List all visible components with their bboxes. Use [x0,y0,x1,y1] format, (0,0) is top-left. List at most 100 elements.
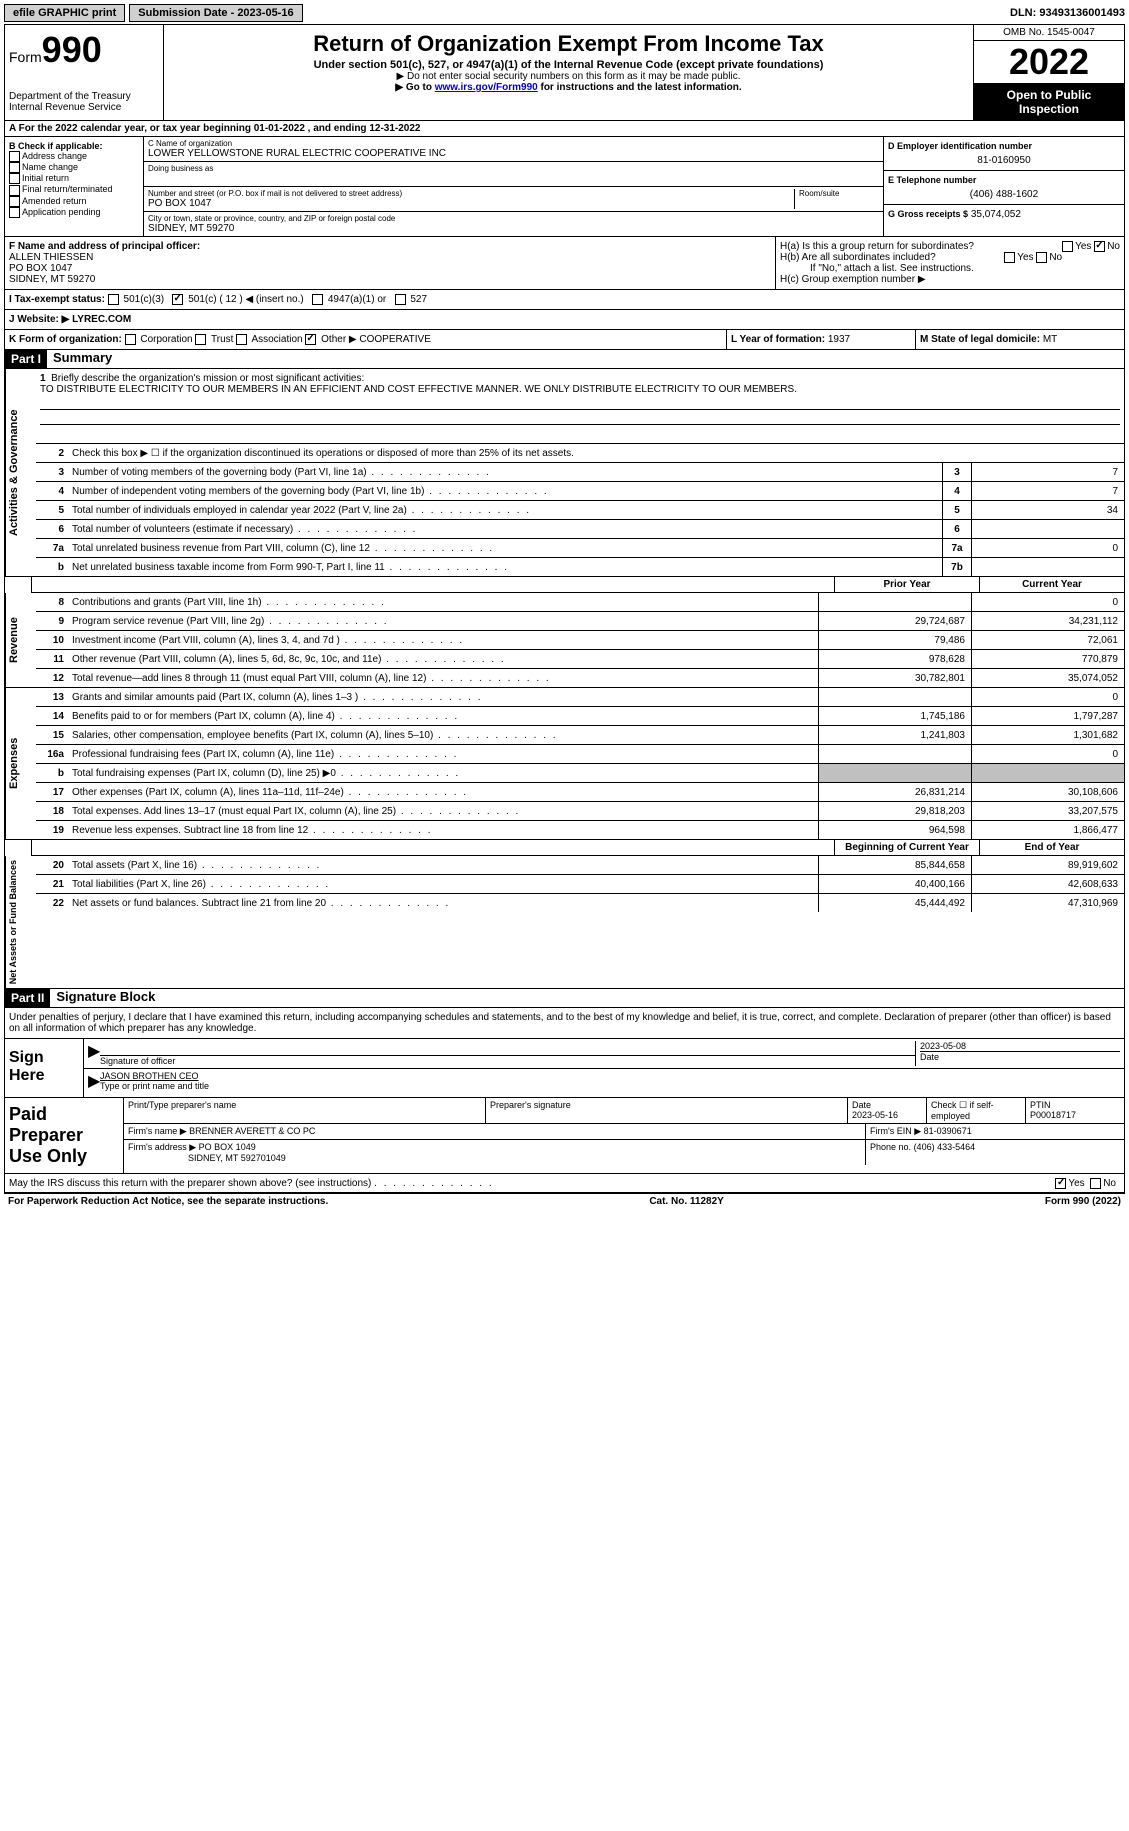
summary-line: 22Net assets or fund balances. Subtract … [36,894,1124,912]
city-label: City or town, state or province, country… [148,214,879,223]
website-value: LYREC.COM [72,314,131,325]
activities-side-label: Activities & Governance [5,369,36,576]
signer-name: JASON BROTHEN CEO [100,1071,1120,1081]
summary-line: 15Salaries, other compensation, employee… [36,726,1124,745]
ein-value: 81-0160950 [888,151,1120,166]
paid-preparer-label: Paid Preparer Use Only [5,1098,124,1173]
row-k-l-m: K Form of organization: Corporation Trus… [5,330,1124,350]
netassets-side-label: Net Assets or Fund Balances [5,856,36,988]
hc-label: H(c) Group exemption number ▶ [780,274,1120,285]
hb-yes[interactable] [1004,252,1015,263]
page-footer: For Paperwork Reduction Act Notice, see … [4,1194,1125,1209]
mission-block: 1 Briefly describe the organization's mi… [36,369,1124,444]
ptin-value: P00018717 [1030,1110,1076,1120]
summary-line: 11Other revenue (Part VIII, column (A), … [36,650,1124,669]
gross-label: G Gross receipts $ [888,209,968,219]
dba-label: Doing business as [148,164,879,173]
check-amended[interactable] [9,196,20,207]
begin-year-header: Beginning of Current Year [834,840,979,855]
summary-line: 19Revenue less expenses. Subtract line 1… [36,821,1124,839]
year-formation: 1937 [828,334,850,345]
col-c-org-info: C Name of organization LOWER YELLOWSTONE… [144,137,883,236]
col-f-officer: F Name and address of principal officer:… [5,237,775,289]
sig-officer-label: Signature of officer [100,1056,175,1066]
header-right: OMB No. 1545-0047 2022 Open to Public In… [973,25,1124,120]
check-app-pending[interactable] [9,207,20,218]
firm-ein: 81-0390671 [924,1126,972,1136]
officer-name: ALLEN THIESSEN [9,252,771,263]
discuss-text: May the IRS discuss this return with the… [5,1176,976,1191]
form-title: Return of Organization Exempt From Incom… [168,31,969,57]
ha-no[interactable] [1094,241,1105,252]
row-a-tax-year: A For the 2022 calendar year, or tax yea… [5,121,1124,137]
part1-header-row: Part I Summary [5,350,1124,369]
discuss-no[interactable] [1090,1178,1101,1189]
summary-line: 7aTotal unrelated business revenue from … [36,539,1124,558]
summary-line: 21Total liabilities (Part X, line 26)40,… [36,875,1124,894]
col-h-group: H(a) Is this a group return for subordin… [775,237,1124,289]
row-i-tax-status: I Tax-exempt status: 501(c)(3) 501(c) ( … [5,290,1124,310]
perjury-text: Under penalties of perjury, I declare th… [5,1008,1124,1039]
summary-line: 18Total expenses. Add lines 13–17 (must … [36,802,1124,821]
current-year-header: Current Year [979,577,1124,592]
firm-addr2: SIDNEY, MT 592701049 [188,1153,286,1163]
line2-desc: Check this box ▶ ☐ if the organization d… [68,446,1124,461]
header-middle: Return of Organization Exempt From Incom… [164,25,973,120]
check-address-change[interactable] [9,151,20,162]
omb-number: OMB No. 1545-0047 [974,25,1124,41]
room-label: Room/suite [799,189,879,198]
ein-label: D Employer identification number [888,141,1120,151]
part1-badge: Part I [5,350,47,368]
check-501c[interactable] [172,294,183,305]
phone-label: E Telephone number [888,175,1120,185]
hb-no[interactable] [1036,252,1047,263]
addr-label: Number and street (or P.O. box if mail i… [148,189,794,198]
check-final-return[interactable] [9,185,20,196]
form-note1: ▶ Do not enter social security numbers o… [168,71,969,82]
discuss-yes[interactable] [1055,1178,1066,1189]
org-city: SIDNEY, MT 59270 [148,223,879,234]
prep-sig-label: Preparer's signature [486,1098,848,1123]
col-b-checkboxes: B Check if applicable: Address change Na… [5,137,144,236]
signer-name-label: Type or print name and title [100,1081,1120,1091]
officer-addr2: SIDNEY, MT 59270 [9,274,771,285]
summary-line: bNet unrelated business taxable income f… [36,558,1124,576]
org-name-label: C Name of organization [148,139,879,148]
col-b-header: B Check if applicable: [9,141,139,151]
phone-value: (406) 488-1602 [888,185,1120,200]
submission-date: Submission Date - 2023-05-16 [129,4,302,22]
note2-post: for instructions and the latest informat… [538,82,742,93]
summary-line: 10Investment income (Part VIII, column (… [36,631,1124,650]
irs-label: Internal Revenue Service [9,102,159,113]
header-left: Form990 Department of the Treasury Inter… [5,25,164,120]
note2-pre: ▶ Go to [395,82,434,93]
summary-line: 3Number of voting members of the governi… [36,463,1124,482]
summary-line: 6Total number of volunteers (estimate if… [36,520,1124,539]
officer-addr1: PO BOX 1047 [9,263,771,274]
check-initial-return[interactable] [9,173,20,184]
irs-link[interactable]: www.irs.gov/Form990 [435,82,538,93]
firm-phone: (406) 433-5464 [914,1142,976,1152]
summary-line: 14Benefits paid to or for members (Part … [36,707,1124,726]
check-other[interactable] [305,334,316,345]
summary-line: 17Other expenses (Part IX, column (A), l… [36,783,1124,802]
summary-line: 20Total assets (Part X, line 16)85,844,6… [36,856,1124,875]
part2-header-row: Part II Signature Block [5,989,1124,1008]
check-name-change[interactable] [9,162,20,173]
check-501c3[interactable] [108,294,119,305]
check-trust[interactable] [195,334,206,345]
summary-line: 5Total number of individuals employed in… [36,501,1124,520]
check-4947[interactable] [312,294,323,305]
summary-line: 8Contributions and grants (Part VIII, li… [36,593,1124,612]
form-subtitle: Under section 501(c), 527, or 4947(a)(1)… [168,59,969,71]
state-domicile: MT [1043,334,1057,345]
check-corp[interactable] [125,334,136,345]
efile-button[interactable]: efile GRAPHIC print [4,4,125,22]
dln: DLN: 93493136001493 [1010,7,1125,19]
firm-name: BRENNER AVERETT & CO PC [189,1126,315,1136]
ha-yes[interactable] [1062,241,1073,252]
check-assoc[interactable] [236,334,247,345]
netassets-section: Net Assets or Fund Balances 20Total asse… [5,856,1124,989]
expenses-side-label: Expenses [5,688,36,839]
check-527[interactable] [395,294,406,305]
